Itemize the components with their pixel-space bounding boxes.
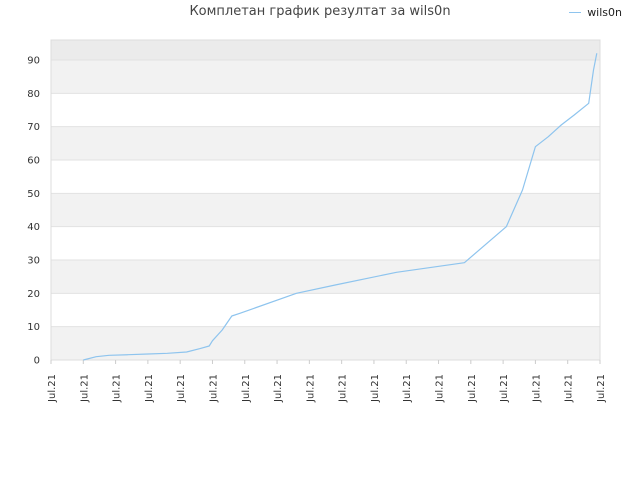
x-tick-label: Jul.21 xyxy=(596,374,607,403)
grid-band xyxy=(51,260,600,294)
x-tick-label: Jul.21 xyxy=(273,374,284,403)
chart-title: Комплетан график резултат за wils0n xyxy=(189,4,451,19)
y-tick-label: 10 xyxy=(27,322,40,333)
x-tick-label: Jul.21 xyxy=(144,374,155,403)
x-tick-label: Jul.21 xyxy=(176,374,187,403)
grid-band xyxy=(51,60,600,94)
x-tick-label: Jul.21 xyxy=(499,374,510,403)
y-tick-label: 0 xyxy=(34,356,40,367)
x-tick-label: Jul.21 xyxy=(47,374,58,403)
x-tick-label: Jul.21 xyxy=(564,374,575,403)
y-tick-label: 60 xyxy=(27,156,40,167)
x-tick-label: Jul.21 xyxy=(531,374,542,403)
plot-frame xyxy=(50,39,601,361)
y-tick-label: 30 xyxy=(27,256,40,267)
x-tick-label: Jul.21 xyxy=(305,374,316,403)
y-tick-label: 20 xyxy=(27,289,40,300)
series-line xyxy=(83,53,598,361)
legend-line-swatch xyxy=(569,12,582,13)
x-tick-label: Jul.21 xyxy=(79,374,90,403)
y-tick-label: 70 xyxy=(27,122,40,133)
x-tick-label: Jul.21 xyxy=(402,374,413,403)
y-tick-label: 40 xyxy=(27,222,40,233)
grid-band xyxy=(51,40,600,60)
y-tick-label: 90 xyxy=(27,56,40,67)
x-tick-label: Jul.21 xyxy=(435,374,446,403)
x-tick-label: Jul.21 xyxy=(241,374,252,403)
grid-band xyxy=(51,193,600,227)
x-tick-label: Jul.21 xyxy=(112,374,123,403)
legend-label: wils0n xyxy=(587,6,622,19)
y-tick-label: 50 xyxy=(27,189,40,200)
x-tick-label: Jul.21 xyxy=(338,374,349,403)
legend: wils0n xyxy=(569,6,622,19)
grid-band xyxy=(51,126,600,160)
x-tick-label: Jul.21 xyxy=(208,374,219,403)
y-tick-label: 80 xyxy=(27,89,40,100)
x-tick-label: Jul.21 xyxy=(467,374,478,403)
x-tick-label: Jul.21 xyxy=(370,374,381,403)
